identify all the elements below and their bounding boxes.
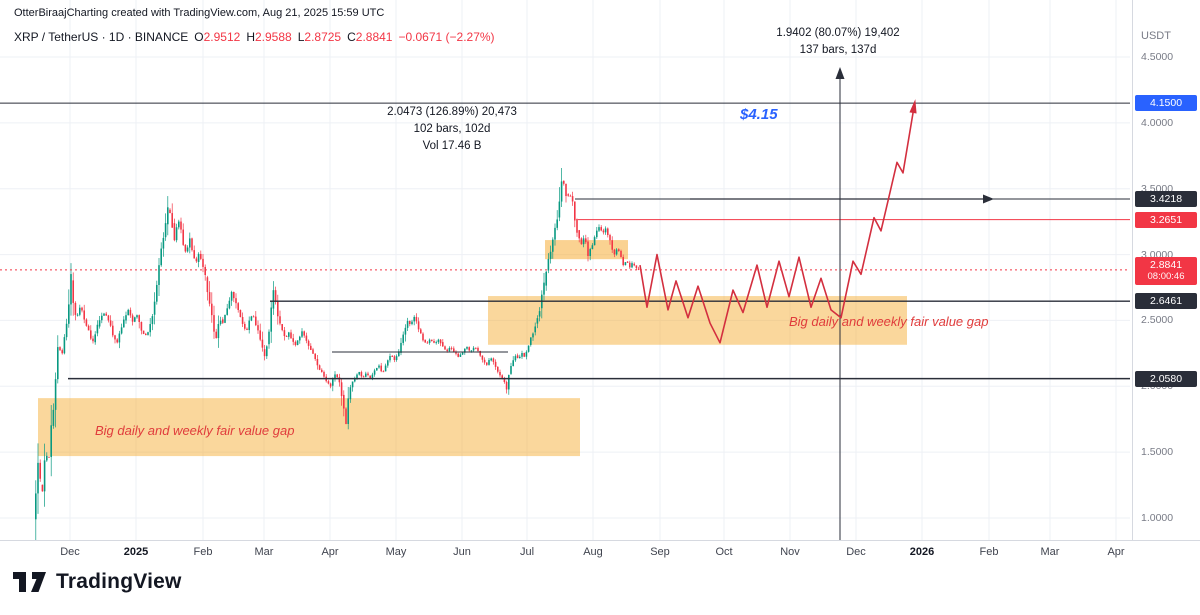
price-tick-1.5000: 1.5000	[1141, 446, 1174, 459]
low-label: L	[297, 30, 305, 44]
measure1-volume-line: Vol 17.46 B	[422, 140, 482, 152]
close-value: 2.8841	[355, 30, 393, 44]
price-badge-2.0580: 2.0580	[1135, 370, 1197, 387]
price-tick-1.0000: 1.0000	[1141, 511, 1174, 524]
tradingview-footer[interactable]: TradingView	[12, 570, 182, 594]
symbol-title[interactable]: XRP / TetherUS · 1D · BINANCE	[14, 30, 189, 44]
price-target-note: $4.15	[740, 106, 778, 123]
candlestick-chart-canvas[interactable]	[0, 0, 1132, 562]
time-label-Apr: Apr	[321, 546, 339, 558]
close-label: C	[347, 30, 356, 44]
measure-annotation-137-bars: 1.9402 (80.07%) 19,402 137 bars, 137d	[776, 25, 899, 59]
time-label-Jun: Jun	[453, 546, 471, 558]
price-axis[interactable]: USDT 4.50004.00003.50003.00002.50002.000…	[1132, 0, 1200, 540]
measure2-price-line: 1.9402 (80.07%) 19,402	[776, 27, 900, 39]
time-label-May: May	[385, 546, 407, 558]
high-label: H	[246, 30, 255, 44]
time-axis[interactable]: Dec 2025 Feb Mar Apr May Jun Jul Aug Sep Oct Nov Dec…	[0, 540, 1200, 563]
fair-value-gap-label-upper: Big daily and weekly fair value gap	[789, 314, 989, 329]
measure-annotation-102-bars: 2.0473 (126.89%) 20,473 102 bars, 102d V…	[387, 104, 517, 155]
price-tick-4.5000: 4.5000	[1141, 51, 1174, 63]
time-label-Mar: Mar	[254, 546, 274, 558]
low-value: 2.8725	[304, 30, 342, 44]
time-label-Feb: Feb	[979, 546, 999, 558]
price-badge-3.4218: 3.4218	[1135, 191, 1197, 207]
open-label: O	[194, 30, 204, 44]
time-label-Nov: Nov	[780, 546, 800, 558]
time-label-Jul: Jul	[519, 546, 535, 558]
tradingview-wordmark: TradingView	[56, 570, 182, 593]
open-value: 2.9512	[203, 30, 241, 44]
time-label-Apr: Apr	[1107, 546, 1125, 558]
time-label-2026: 2026	[909, 546, 935, 558]
price-badge-2.6461: 2.6461	[1135, 293, 1197, 310]
measure1-bars-line: 102 bars, 102d	[413, 123, 491, 135]
price-badge-2.8841: 2.8841 08:00:46	[1135, 256, 1197, 285]
price-badge-3.2651: 3.2651	[1135, 211, 1197, 228]
time-label-2025: 2025	[123, 546, 149, 558]
time-label-Sep: Sep	[650, 546, 670, 558]
tradingview-logo-icon	[13, 572, 46, 592]
price-axis-currency: USDT	[1141, 30, 1171, 42]
change-value: −0.0671 (−2.27%)	[398, 30, 495, 44]
measure1-price-line: 2.0473 (126.89%) 20,473	[387, 106, 517, 118]
chart-credit-text: OtterBiraajCharting created with Trading…	[14, 7, 385, 19]
fair-value-gap-label-lower: Big daily and weekly fair value gap	[95, 423, 295, 438]
time-label-Mar: Mar	[1040, 546, 1060, 558]
price-tick-4.0000: 4.0000	[1141, 116, 1174, 129]
time-label-Oct: Oct	[715, 546, 733, 558]
price-tick-2.5000: 2.5000	[1141, 314, 1174, 327]
time-label-Dec: Dec	[846, 546, 866, 558]
symbol-bar[interactable]: XRP / TetherUS · 1D · BINANCE O2.9512 H2…	[14, 30, 495, 44]
high-value: 2.9588	[255, 30, 292, 44]
time-label-Feb: Feb	[193, 546, 213, 558]
measure2-bars-line: 137 bars, 137d	[799, 44, 877, 56]
time-label-Aug: Aug	[583, 546, 603, 558]
price-badge-4.1500: 4.1500	[1135, 95, 1197, 112]
time-label-Dec: Dec	[60, 546, 80, 558]
